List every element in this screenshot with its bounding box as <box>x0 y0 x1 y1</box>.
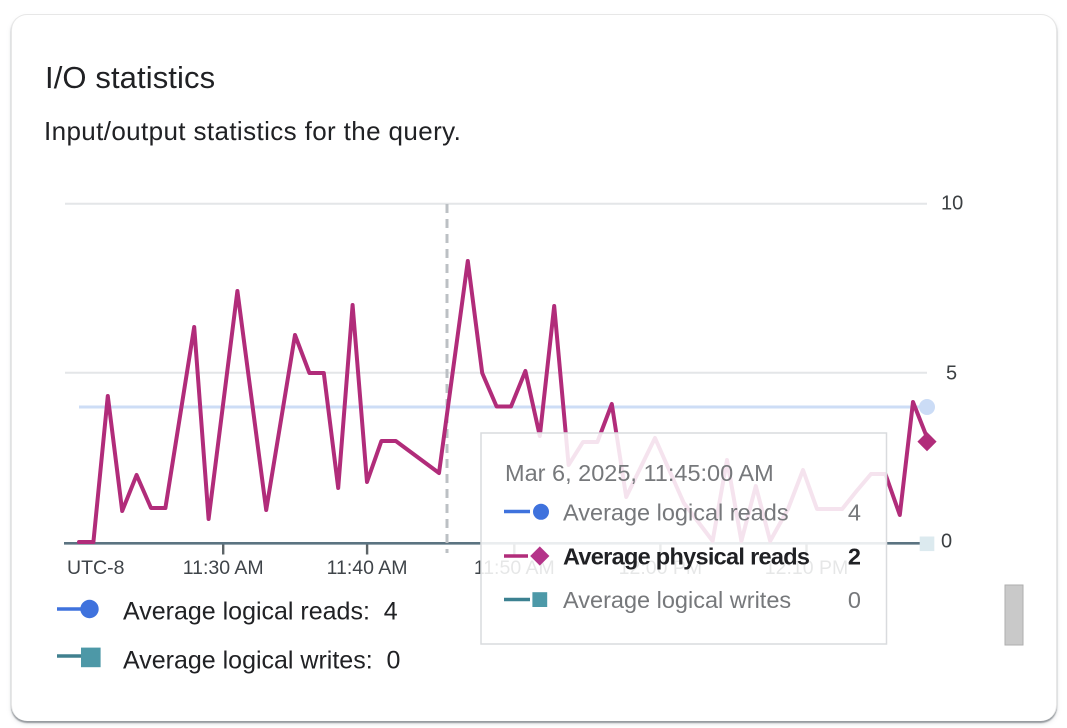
svg-text:2: 2 <box>848 544 861 570</box>
svg-text:UTC-8: UTC-8 <box>67 557 124 579</box>
svg-text:0: 0 <box>941 531 952 553</box>
svg-text:Average logical reads: Average logical reads <box>563 500 789 526</box>
svg-text:Average logical writes: 0: Average logical writes: 0 <box>123 647 400 675</box>
svg-text:Average logical reads: 4: Average logical reads: 4 <box>123 598 398 626</box>
svg-text:5: 5 <box>946 363 957 385</box>
svg-text:11:40 AM: 11:40 AM <box>327 557 408 579</box>
svg-text:Average physical reads: Average physical reads <box>563 544 810 570</box>
svg-text:10: 10 <box>941 193 963 215</box>
svg-text:Mar 6, 2025, 11:45:00 AM: Mar 6, 2025, 11:45:00 AM <box>505 460 774 486</box>
svg-text:4: 4 <box>848 500 861 526</box>
svg-text:0: 0 <box>848 587 861 613</box>
svg-text:11:30 AM: 11:30 AM <box>183 557 264 579</box>
svg-text:Average logical writes: Average logical writes <box>563 587 791 613</box>
